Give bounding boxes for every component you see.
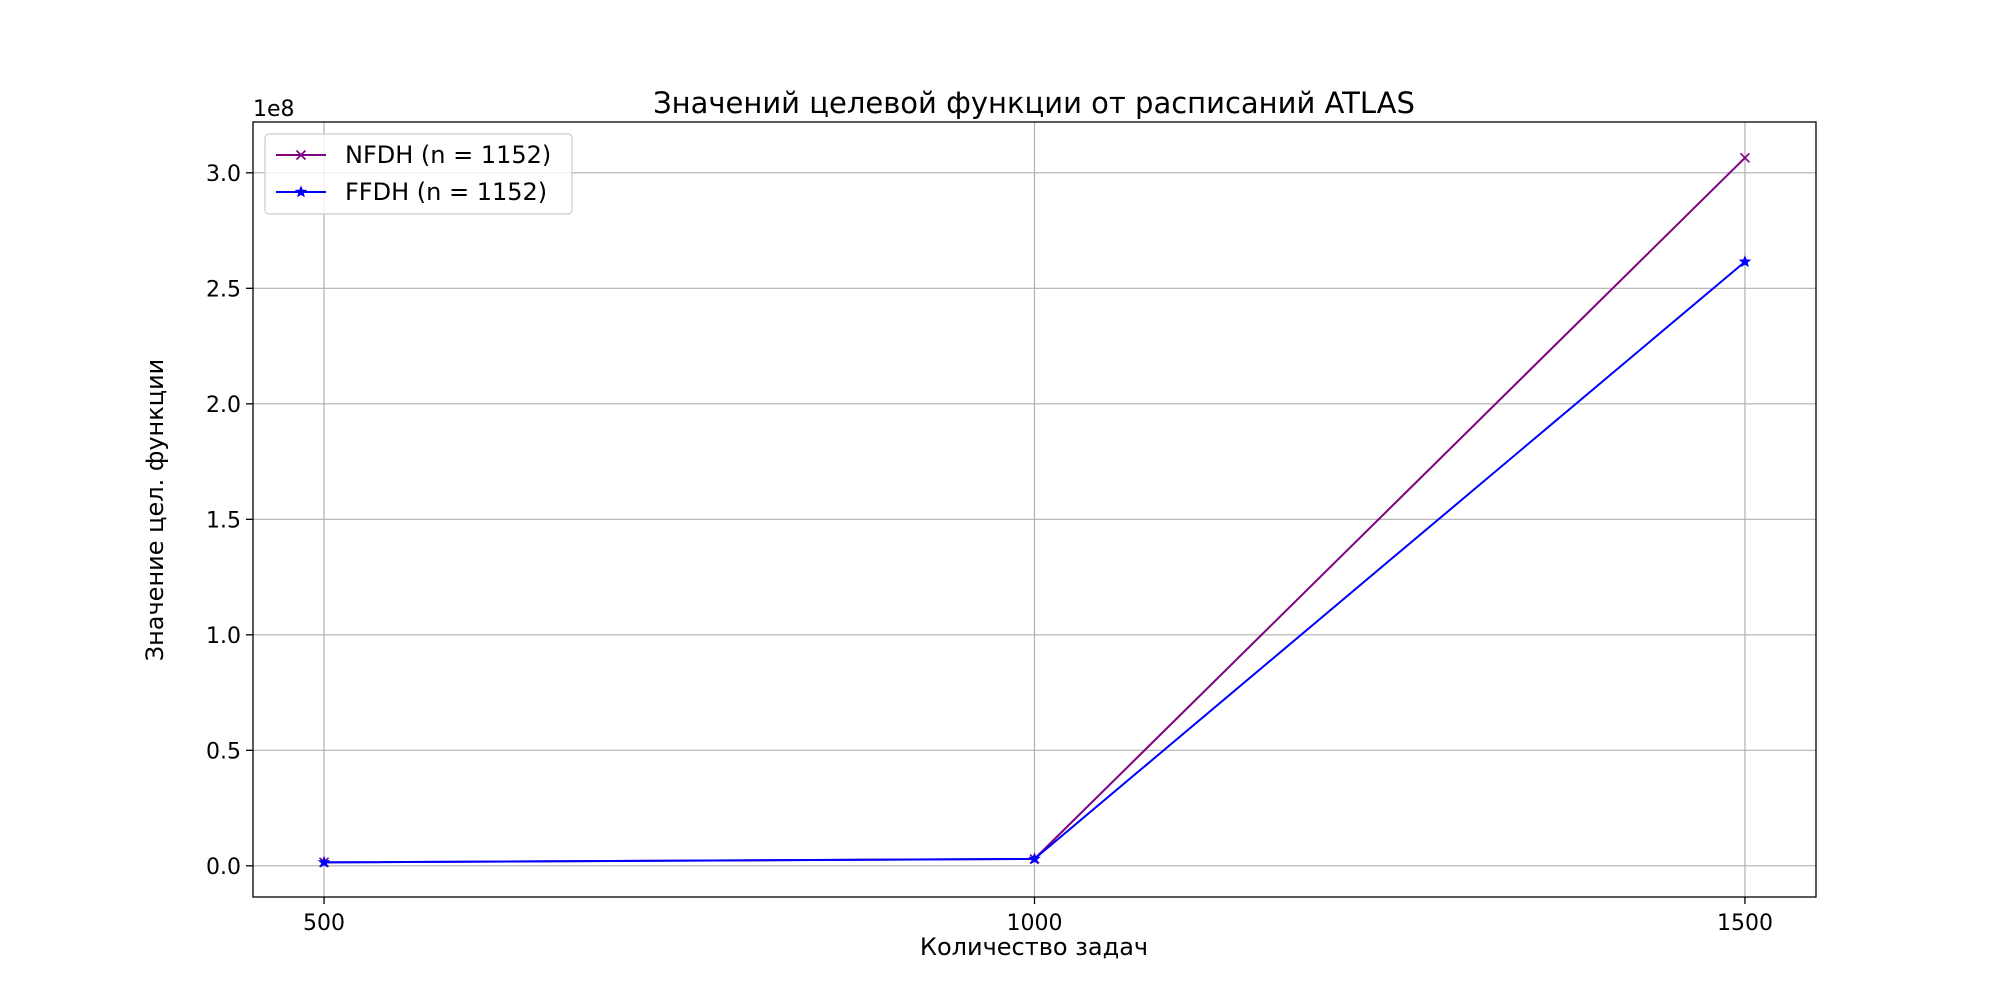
y-tick-label: 2.0 — [206, 393, 241, 418]
series-lines — [317, 152, 1752, 868]
legend-label: FFDH (n = 1152) — [345, 178, 547, 206]
y-tick-label: 0.0 — [206, 855, 241, 880]
y-tick-label: 2.5 — [206, 277, 241, 302]
axis-ticks: 500 1000 1500 0.0 0.5 1.0 1.5 2.0 2.5 3.0 — [206, 162, 1773, 936]
data-point — [1739, 152, 1751, 163]
y-tick-label: 3.0 — [206, 162, 241, 187]
x-tick-label: 1500 — [1717, 911, 1773, 936]
legend-marker — [294, 185, 308, 198]
legend: NFDH (n = 1152) FFDH (n = 1152) — [264, 133, 573, 215]
y-tick-label: 1.5 — [206, 508, 241, 533]
x-axis-label: Количество задач — [920, 933, 1148, 961]
y-tick-label: 1.0 — [206, 624, 241, 649]
x-tick-label: 1000 — [1007, 911, 1063, 936]
grid — [253, 122, 1816, 897]
y-axis-label: Значение цел. функции — [141, 359, 169, 662]
data-point — [1028, 852, 1041, 865]
y-tick-label: 0.5 — [206, 739, 241, 764]
y-offset-label: 1e8 — [253, 97, 295, 122]
data-point — [1738, 255, 1752, 268]
legend-marker — [295, 149, 307, 161]
data-point — [317, 855, 331, 868]
legend-label: NFDH (n = 1152) — [345, 141, 551, 169]
legend-box — [264, 133, 573, 215]
x-tick-label: 500 — [303, 911, 345, 936]
chart-title: Значений целевой функции от расписаний A… — [653, 86, 1415, 120]
